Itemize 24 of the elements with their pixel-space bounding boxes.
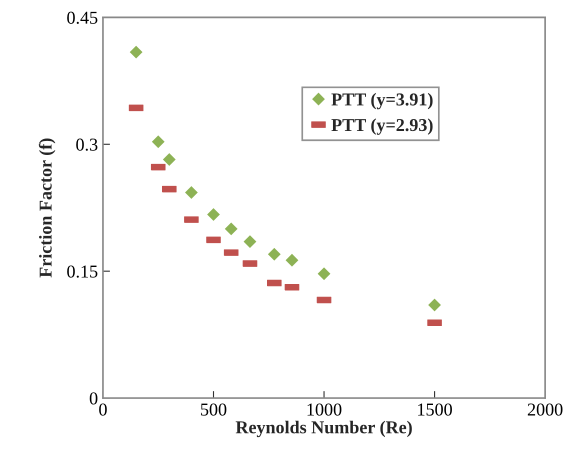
point — [318, 267, 330, 280]
point — [130, 46, 142, 58]
x-tick-label: 500 — [201, 403, 226, 416]
point — [152, 136, 164, 148]
x-tick-label: 1000 — [308, 403, 342, 416]
point — [207, 208, 220, 221]
x-axis-title: Reynolds Number (Re) — [236, 420, 412, 438]
legend-label: PTT (y=2.93) — [331, 118, 433, 135]
legend-label: PTT (y=3.91) — [331, 92, 433, 110]
point — [163, 153, 176, 166]
x-tick-label: 1500 — [418, 403, 452, 416]
point — [244, 235, 256, 248]
point — [185, 186, 198, 199]
y-tick-label: 0.3 — [76, 138, 98, 151]
y-tick-label: 0.45 — [67, 12, 98, 24]
point — [428, 298, 441, 312]
x-tick-label: 0 — [99, 403, 107, 416]
point — [224, 222, 238, 236]
y-axis-title: Friction Factor (f) — [38, 138, 56, 278]
y-tick-label: 0 — [90, 392, 98, 405]
x-tick-label: 2000 — [528, 403, 562, 416]
point — [268, 248, 281, 261]
point — [286, 254, 298, 266]
y-tick-label: 0.15 — [67, 265, 98, 278]
